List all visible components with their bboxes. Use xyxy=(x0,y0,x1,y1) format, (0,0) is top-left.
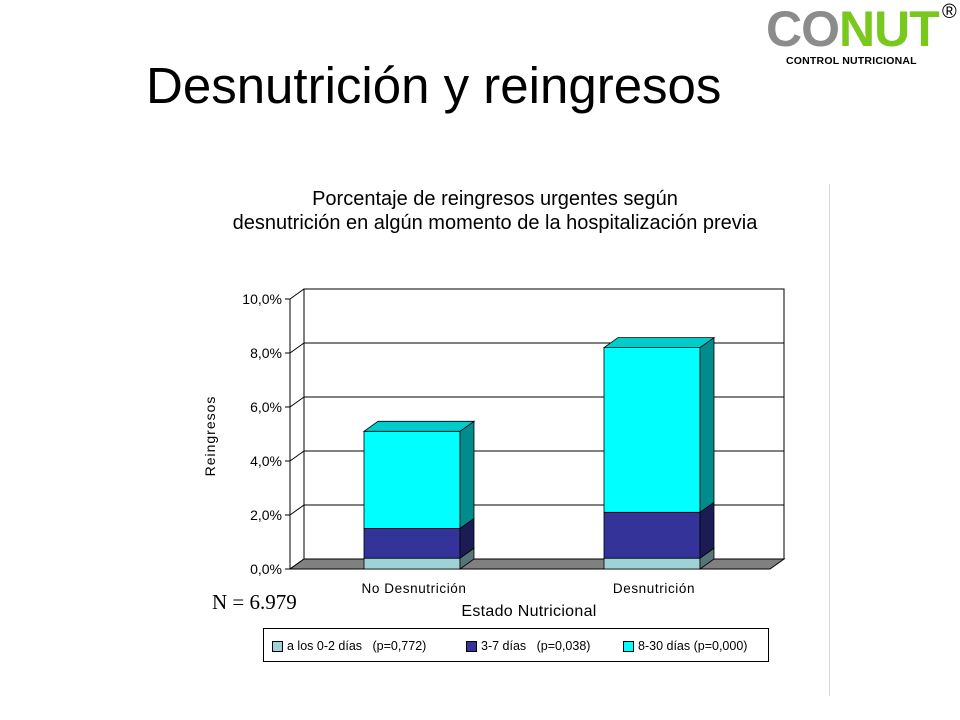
logo-wordmark: CONUT xyxy=(766,1,940,57)
bar-side-0-series-2 xyxy=(459,420,475,530)
gridline-side-5 xyxy=(289,288,305,300)
logo-word-co: CO xyxy=(766,1,840,57)
x-axis-title: Estado Nutricional xyxy=(461,603,596,620)
bar-top-0 xyxy=(362,420,476,432)
bar-0-series-1 xyxy=(363,528,461,559)
registered-mark: ® xyxy=(942,1,957,23)
legend-item-3-7-dias: 3-7 días (p=0,038) xyxy=(466,638,590,654)
legend-swatch-3-7-dias xyxy=(466,640,477,652)
y-tick-label-5: 10,0% xyxy=(242,291,282,307)
legend-item-8-30-dias: 8-30 días (p=0,000) xyxy=(623,638,747,654)
y-tick-label-3: 6,0% xyxy=(250,399,282,415)
legend-item-0-2-dias: a los 0-2 días (p=0,772) xyxy=(272,638,426,654)
gridline-side-3 xyxy=(289,396,305,408)
sample-size-note: N = 6.979 xyxy=(212,590,297,614)
gridline-side-4 xyxy=(289,342,305,354)
legend-label-3-7-dias: 3-7 días (p=0,038) xyxy=(481,639,591,653)
bar-1-series-2 xyxy=(603,347,701,513)
bar-top-1 xyxy=(602,337,716,349)
x-tick-label-1: Desnutrición xyxy=(613,581,695,596)
slide-title: Desnutrición y reingresos xyxy=(146,57,722,114)
y-tick-label-2: 4,0% xyxy=(250,453,282,469)
x-tick-label-0: No Desnutrición xyxy=(361,581,466,596)
bar-1-series-1 xyxy=(603,511,701,559)
y-axis-title: Reingresos xyxy=(202,396,218,477)
logo-subtitle: CONTROL NUTRICIONAL xyxy=(786,55,917,67)
bar-0-series-2 xyxy=(363,430,461,529)
logo-word-nut: NUT xyxy=(839,1,940,57)
vertical-divider xyxy=(829,184,830,696)
y-tick-label-0: 0,0% xyxy=(250,561,282,577)
gridline-side-2 xyxy=(289,450,305,462)
y-tick-label-4: 8,0% xyxy=(250,345,282,361)
y-tick-label-1: 2,0% xyxy=(250,507,282,523)
chart-legend: a los 0-2 días (p=0,772) 3-7 días (p=0,0… xyxy=(263,628,769,662)
gridline-side-1 xyxy=(289,504,305,516)
bar-side-1-series-2 xyxy=(699,336,715,514)
chart-title-line-1: Porcentaje de reingresos urgentes según xyxy=(312,188,678,210)
legend-label-0-2-dias: a los 0-2 días (p=0,772) xyxy=(287,639,427,653)
legend-swatch-0-2-dias xyxy=(272,640,283,652)
legend-label-8-30-dias: 8-30 días (p=0,000) xyxy=(638,639,748,653)
bar-0-series-0 xyxy=(363,557,461,570)
legend-swatch-8-30-dias xyxy=(623,640,634,652)
chart-title-line-2: desnutrición en algún momento de la hosp… xyxy=(232,212,758,234)
bar-1-series-0 xyxy=(603,557,701,570)
conut-logo: CONUT ® CONTROL NUTRICIONAL xyxy=(766,1,960,74)
